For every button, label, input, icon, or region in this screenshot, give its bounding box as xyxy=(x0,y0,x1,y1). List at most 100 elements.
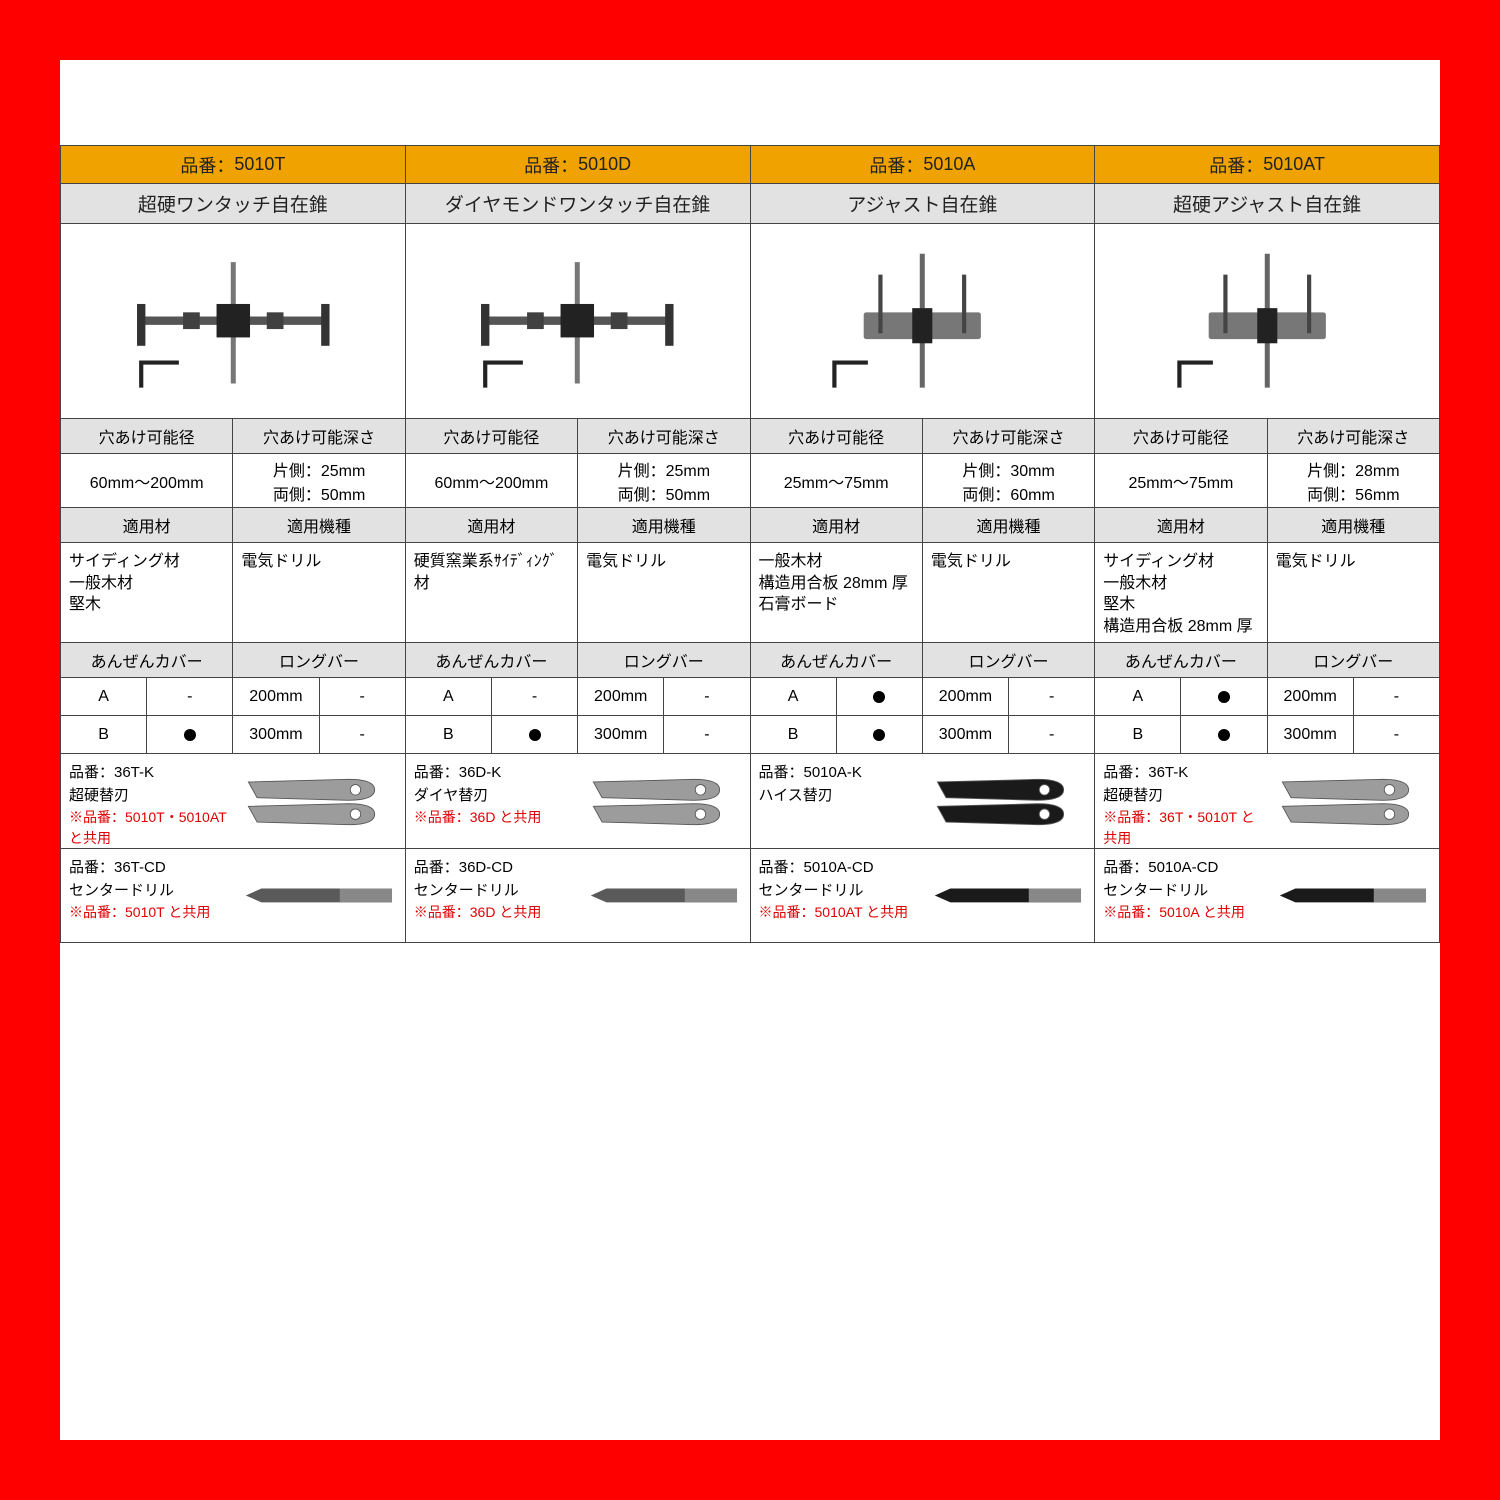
safety-cover-label: あんぜんカバー xyxy=(406,643,577,677)
depth-label: 穴あけ可能深さ xyxy=(577,419,749,453)
option-row-b: B 300mm - xyxy=(406,715,750,753)
depth-label: 穴あけ可能深さ xyxy=(1267,419,1439,453)
usage-value-row: 硬質窯業系ｻｲﾃﾞｨﾝｸﾞ材 電気ドリル xyxy=(406,542,750,642)
depth-value: 片側：25mm両側：50mm xyxy=(232,454,404,507)
blade-image xyxy=(585,754,750,848)
longbar-200-value: - xyxy=(663,678,749,715)
part-number-label: 品番： xyxy=(180,152,234,178)
drill-info: 品番：5010A-CD センタードリル ※品番：5010AT と共用 xyxy=(751,849,930,942)
blade-part-number: 品番：36T-K xyxy=(69,762,232,785)
longbar-200-label: 200mm xyxy=(232,678,318,715)
diameter-value: 25mm～75mm xyxy=(751,454,922,507)
longbar-200-label: 200mm xyxy=(1267,678,1353,715)
usage-header-row: 適用材 適用機種 xyxy=(61,507,405,542)
drill-image xyxy=(1274,849,1439,942)
option-row-a: A - 200mm - xyxy=(406,677,750,715)
product-image xyxy=(751,223,1095,418)
product-name: アジャスト自在錐 xyxy=(751,183,1095,223)
drill-row: 品番：5010A-CD センタードリル ※品番：5010A と共用 xyxy=(1095,848,1439,943)
part-number-header: 品番： 5010D xyxy=(406,145,750,183)
depth-value: 片側：25mm両側：50mm xyxy=(577,454,749,507)
cover-b-label: B xyxy=(751,716,836,753)
product-image xyxy=(1095,223,1439,418)
option-header-row: あんぜんカバー ロングバー xyxy=(61,642,405,677)
longbar-300-label: 300mm xyxy=(922,716,1008,753)
usage-value-row: 一般木材構造用合板 28mm 厚石膏ボード 電気ドリル xyxy=(751,542,1095,642)
drill-name: センタードリル xyxy=(1103,880,1266,903)
product-name: 超硬ワンタッチ自在錐 xyxy=(61,183,405,223)
longbar-300-label: 300mm xyxy=(577,716,663,753)
option-header-row: あんぜんカバー ロングバー xyxy=(406,642,750,677)
drill-image xyxy=(585,849,750,942)
longbar-300-value: - xyxy=(319,716,405,753)
blade-name: 超硬替刃 xyxy=(1103,785,1266,808)
part-number-header: 品番： 5010A xyxy=(751,145,1095,183)
option-row-a: A 200mm - xyxy=(751,677,1095,715)
usage-header-row: 適用材 適用機種 xyxy=(751,507,1095,542)
machine-label: 適用機種 xyxy=(922,508,1094,542)
usage-header-row: 適用材 適用機種 xyxy=(406,507,750,542)
long-bar-label: ロングバー xyxy=(577,643,749,677)
depth-label: 穴あけ可能深さ xyxy=(232,419,404,453)
machine-label: 適用機種 xyxy=(577,508,749,542)
product-column: 品番： 5010D ダイヤモンドワンタッチ自在錐 穴あけ可能径 穴あけ可能深さ … xyxy=(406,145,751,943)
longbar-200-label: 200mm xyxy=(577,678,663,715)
cover-b-value xyxy=(836,716,922,753)
page: 品番： 5010T 超硬ワンタッチ自在錐 穴あけ可能径 穴あけ可能深さ 60mm… xyxy=(60,60,1440,1440)
option-row-b: B 300mm - xyxy=(1095,715,1439,753)
spec-value-row: 60mm～200mm 片側：25mm両側：50mm xyxy=(406,453,750,507)
part-number-label: 品番： xyxy=(869,152,923,178)
usage-value-row: サイディング材一般木材堅木 電気ドリル xyxy=(61,542,405,642)
diameter-value: 60mm～200mm xyxy=(61,454,232,507)
cover-b-value xyxy=(1180,716,1266,753)
spec-value-row: 25mm～75mm 片側：28mm両側：56mm xyxy=(1095,453,1439,507)
blade-name: ハイス替刃 xyxy=(759,785,922,808)
spec-header-row: 穴あけ可能径 穴あけ可能深さ xyxy=(751,418,1095,453)
drill-info: 品番：36T-CD センタードリル ※品番：5010T と共用 xyxy=(61,849,240,942)
cover-a-label: A xyxy=(61,678,146,715)
material-label: 適用材 xyxy=(751,508,922,542)
material-value: サイディング材一般木材堅木構造用合板 28mm 厚 xyxy=(1095,543,1266,642)
longbar-200-label: 200mm xyxy=(922,678,1008,715)
blade-part-number: 品番：5010A-K xyxy=(759,762,922,785)
drill-part-number: 品番：5010A-CD xyxy=(759,857,922,880)
drill-shared-note: ※品番：5010T と共用 xyxy=(69,902,232,923)
cover-b-label: B xyxy=(61,716,146,753)
diameter-label: 穴あけ可能径 xyxy=(406,419,577,453)
option-row-b: B 300mm - xyxy=(751,715,1095,753)
diameter-label: 穴あけ可能径 xyxy=(751,419,922,453)
longbar-200-value: - xyxy=(1008,678,1094,715)
blade-shared-note: ※品番：5010T・5010AT と共用 xyxy=(69,807,232,849)
drill-name: センタードリル xyxy=(759,880,922,903)
cover-b-label: B xyxy=(1095,716,1180,753)
blade-row: 品番：36T-K 超硬替刃 ※品番：5010T・5010AT と共用 xyxy=(61,753,405,848)
drill-image xyxy=(929,849,1094,942)
machine-value: 電気ドリル xyxy=(232,543,404,642)
cover-b-label: B xyxy=(406,716,491,753)
product-column: 品番： 5010AT 超硬アジャスト自在錐 穴あけ可能径 穴あけ可能深さ 25m… xyxy=(1095,145,1440,943)
machine-value: 電気ドリル xyxy=(577,543,749,642)
blade-name: 超硬替刃 xyxy=(69,785,232,808)
option-row-b: B 300mm - xyxy=(61,715,405,753)
part-number-header: 品番： 5010T xyxy=(61,145,405,183)
product-column: 品番： 5010T 超硬ワンタッチ自在錐 穴あけ可能径 穴あけ可能深さ 60mm… xyxy=(60,145,406,943)
drill-shared-note: ※品番：5010A と共用 xyxy=(1103,902,1266,923)
material-value: 一般木材構造用合板 28mm 厚石膏ボード xyxy=(751,543,922,642)
longbar-300-label: 300mm xyxy=(232,716,318,753)
comparison-table: 品番： 5010T 超硬ワンタッチ自在錐 穴あけ可能径 穴あけ可能深さ 60mm… xyxy=(60,145,1440,943)
cover-a-value xyxy=(1180,678,1266,715)
blade-shared-note: ※品番：36D と共用 xyxy=(414,807,577,828)
drill-info: 品番：5010A-CD センタードリル ※品番：5010A と共用 xyxy=(1095,849,1274,942)
blade-info: 品番：36T-K 超硬替刃 ※品番：5010T・5010AT と共用 xyxy=(61,754,240,848)
diameter-value: 60mm～200mm xyxy=(406,454,577,507)
part-number-value: 5010T xyxy=(234,154,285,175)
machine-value: 電気ドリル xyxy=(1267,543,1439,642)
spec-value-row: 60mm～200mm 片側：25mm両側：50mm xyxy=(61,453,405,507)
drill-row: 品番：5010A-CD センタードリル ※品番：5010AT と共用 xyxy=(751,848,1095,943)
longbar-200-value: - xyxy=(1353,678,1439,715)
cover-a-value: - xyxy=(146,678,232,715)
cover-a-value xyxy=(836,678,922,715)
machine-value: 電気ドリル xyxy=(922,543,1094,642)
option-row-a: A 200mm - xyxy=(1095,677,1439,715)
spec-value-row: 25mm～75mm 片側：30mm両側：60mm xyxy=(751,453,1095,507)
